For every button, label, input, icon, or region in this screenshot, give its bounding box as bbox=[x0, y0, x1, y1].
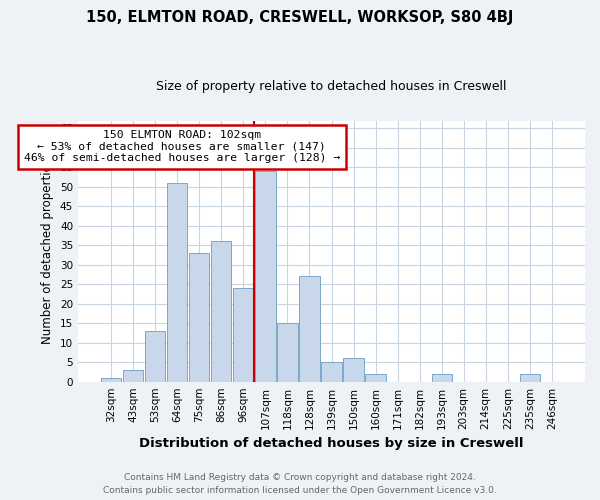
Title: Size of property relative to detached houses in Creswell: Size of property relative to detached ho… bbox=[156, 80, 507, 93]
X-axis label: Distribution of detached houses by size in Creswell: Distribution of detached houses by size … bbox=[139, 437, 524, 450]
Bar bbox=[277, 323, 298, 382]
Text: 150 ELMTON ROAD: 102sqm
← 53% of detached houses are smaller (147)
46% of semi-d: 150 ELMTON ROAD: 102sqm ← 53% of detache… bbox=[23, 130, 340, 164]
Bar bbox=[343, 358, 364, 382]
Bar bbox=[365, 374, 386, 382]
Bar bbox=[189, 253, 209, 382]
Y-axis label: Number of detached properties: Number of detached properties bbox=[41, 158, 55, 344]
Bar bbox=[167, 183, 187, 382]
Bar bbox=[322, 362, 341, 382]
Bar bbox=[145, 331, 166, 382]
Bar bbox=[211, 242, 232, 382]
Bar bbox=[101, 378, 121, 382]
Bar bbox=[123, 370, 143, 382]
Bar bbox=[520, 374, 540, 382]
Text: Contains HM Land Registry data © Crown copyright and database right 2024.
Contai: Contains HM Land Registry data © Crown c… bbox=[103, 474, 497, 495]
Bar bbox=[233, 288, 254, 382]
Text: 150, ELMTON ROAD, CRESWELL, WORKSOP, S80 4BJ: 150, ELMTON ROAD, CRESWELL, WORKSOP, S80… bbox=[86, 10, 514, 25]
Bar bbox=[431, 374, 452, 382]
Bar bbox=[255, 171, 275, 382]
Bar bbox=[299, 276, 320, 382]
